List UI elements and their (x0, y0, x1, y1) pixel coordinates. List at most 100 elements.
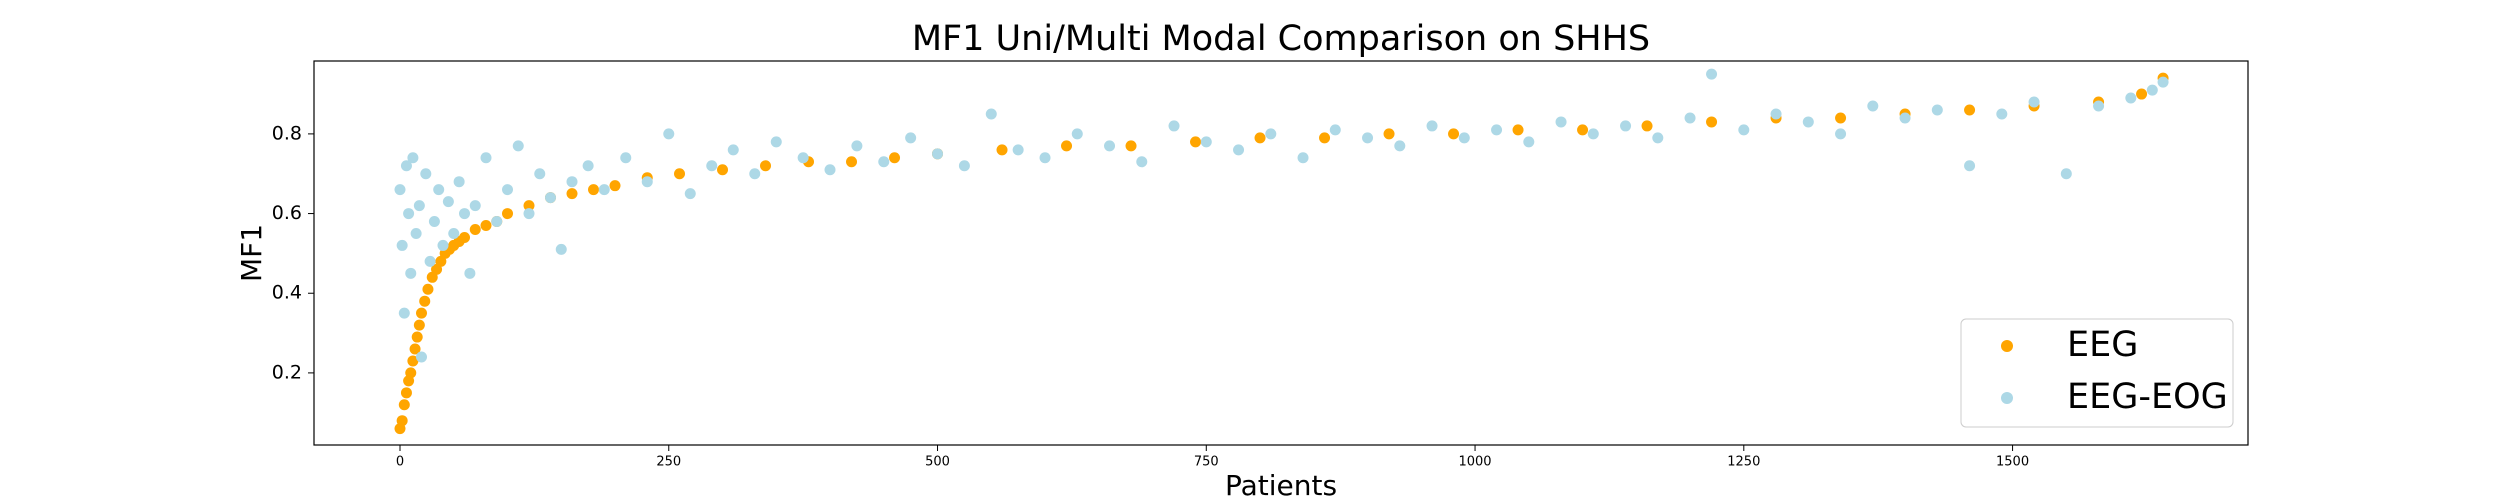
point (1190, 136, 1202, 148)
point (1362, 132, 1374, 144)
x-axis-label: Patients (1225, 469, 1337, 500)
point (1835, 128, 1847, 140)
x-tick-label: 1500 (1996, 455, 2029, 470)
point (411, 331, 423, 343)
point (996, 144, 1008, 156)
point (1867, 100, 1879, 112)
point (396, 239, 408, 251)
point (416, 307, 428, 319)
point (2028, 96, 2040, 108)
point (437, 239, 449, 251)
point (620, 152, 632, 164)
point (770, 136, 782, 148)
point (1770, 108, 1782, 120)
point (663, 128, 675, 140)
point (1835, 112, 1847, 124)
point (2125, 92, 2137, 104)
point (405, 267, 417, 279)
point (1136, 156, 1148, 168)
point (422, 283, 434, 295)
point (1233, 144, 1245, 156)
point (1491, 124, 1503, 136)
point (1802, 116, 1814, 128)
point (1200, 136, 1212, 148)
point (398, 399, 410, 411)
point (555, 243, 567, 255)
point (1641, 120, 1653, 132)
point (598, 184, 610, 196)
point (566, 176, 578, 188)
point (428, 216, 440, 228)
point (1684, 112, 1696, 124)
point (846, 156, 858, 168)
point (641, 176, 653, 188)
point (469, 200, 481, 212)
point (394, 184, 406, 196)
point (405, 367, 417, 379)
point (409, 343, 421, 355)
x-tick-label: 0 (396, 455, 404, 470)
point (491, 216, 503, 228)
legend-marker (2001, 392, 2013, 404)
point (1383, 128, 1395, 140)
point (2060, 168, 2072, 180)
point (985, 108, 997, 120)
point (797, 152, 809, 164)
legend-box (1960, 318, 2234, 428)
point (1555, 116, 1567, 128)
point (416, 351, 428, 363)
point (396, 415, 408, 427)
point (523, 200, 535, 212)
point (442, 196, 454, 208)
point (1039, 152, 1051, 164)
point (1706, 116, 1718, 128)
y-tick-label: 0.2 (272, 361, 302, 383)
point (1448, 128, 1460, 140)
point (413, 319, 425, 331)
y-tick-label: 0.8 (272, 122, 302, 144)
point (1329, 124, 1341, 136)
point (1964, 104, 1976, 116)
x-tick-label: 250 (656, 455, 681, 470)
point (674, 168, 686, 180)
point (1577, 124, 1589, 136)
point (851, 140, 863, 152)
point (502, 184, 514, 196)
x-tick-label: 500 (925, 455, 950, 470)
point (400, 387, 412, 399)
point (1319, 132, 1331, 144)
point (1899, 112, 1911, 124)
point (684, 188, 696, 200)
point (448, 227, 460, 239)
point (1254, 132, 1266, 144)
point (480, 152, 492, 164)
point (424, 255, 436, 267)
point (878, 156, 890, 168)
point (1426, 120, 1438, 132)
point (1104, 140, 1116, 152)
point (1964, 160, 1976, 172)
point (1512, 124, 1524, 136)
point (566, 188, 578, 200)
legend-marker (2001, 340, 2013, 352)
point (410, 227, 422, 239)
point (1061, 140, 1073, 152)
point (420, 168, 432, 180)
point (453, 176, 465, 188)
point (398, 307, 410, 319)
point (1931, 104, 1943, 116)
y-axis-label: MF1 (235, 224, 268, 282)
point (469, 223, 481, 235)
point (523, 208, 535, 220)
point (2093, 100, 2105, 112)
point (2136, 88, 2148, 100)
point (545, 192, 557, 204)
point (905, 132, 917, 144)
point (459, 231, 471, 243)
point (534, 168, 546, 180)
point (502, 208, 514, 220)
point (1168, 120, 1180, 132)
point (1996, 108, 2008, 120)
point (588, 184, 600, 196)
point (824, 164, 836, 176)
